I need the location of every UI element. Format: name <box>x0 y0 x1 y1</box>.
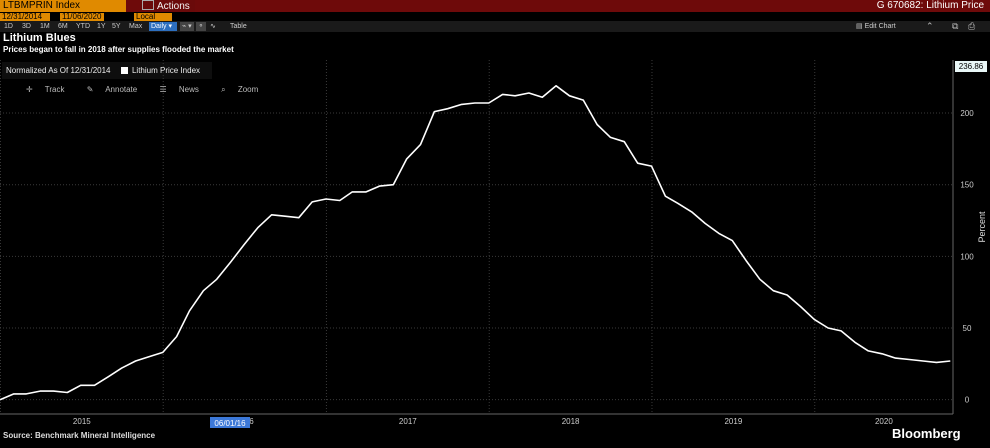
y-axis-label: Percent <box>977 211 987 243</box>
news-icon: ☰ <box>159 85 167 94</box>
news-label: News <box>178 85 199 94</box>
bloomberg-logo: Bloomberg <box>892 426 961 441</box>
source-note: Source: Benchmark Mineral Intelligence <box>3 431 156 440</box>
actions-label: Actions <box>157 1 190 12</box>
range-5y[interactable]: 5Y <box>112 23 121 30</box>
crosshair-icon: ✛ <box>26 85 33 94</box>
collapse-icon[interactable]: ⌃ <box>926 21 934 31</box>
track-label: Track <box>44 85 65 94</box>
copy-icon[interactable]: ⧉ <box>952 21 959 31</box>
print-icon[interactable]: ⎙ <box>968 21 976 31</box>
x-tick-label: 2015 <box>73 417 91 426</box>
range-1m[interactable]: 1M <box>40 23 50 30</box>
series-label[interactable]: Lithium Price Index <box>131 66 201 75</box>
top-bar: LTBMPRIN Index Actions G 670682: Lithium… <box>0 0 990 12</box>
edit-chart-button[interactable]: ▤ Edit Chart <box>856 23 896 30</box>
ticker-field[interactable]: LTBMPRIN Index <box>0 0 126 12</box>
y-tick-label: 100 <box>960 252 974 261</box>
table-button[interactable]: Table <box>230 23 247 30</box>
frequency-select[interactable]: Daily ▾ <box>149 22 177 31</box>
pencil-icon: ✎ <box>86 85 94 94</box>
y-tick-label: 150 <box>960 181 974 190</box>
series-swatch[interactable] <box>120 67 128 74</box>
window-title: G 670682: Lithium Price <box>876 0 984 11</box>
settings-button[interactable]: ⚬ <box>196 22 206 31</box>
actions-menu[interactable]: Actions <box>140 0 195 12</box>
chart-toolbar: 1D 3D 1M 6M YTD 1Y 5Y Max Daily ▾ ⌁ ▾ ⚬ … <box>0 21 990 32</box>
end-date-field[interactable]: 11/06/2020 <box>60 13 104 21</box>
magnifier-icon: ⌕ <box>221 85 226 94</box>
range-max[interactable]: Max <box>129 23 143 30</box>
tools-icon[interactable]: ∿ <box>210 23 216 30</box>
x-tick-label: 2020 <box>875 417 893 426</box>
crosshair-date-box <box>210 417 250 428</box>
actions-icon <box>142 0 154 10</box>
frequency-label: Daily <box>151 23 167 30</box>
edit-chart-label: Edit Chart <box>864 23 896 30</box>
last-value-label: 236.86 <box>955 61 987 72</box>
chart-legend: Normalized As Of 12/31/2014 Lithium Pric… <box>2 62 212 79</box>
chart-title: Lithium Blues <box>3 32 76 44</box>
annotate-label: Annotate <box>105 85 138 94</box>
x-axis-ticks: 201520162017201820192020 <box>73 417 893 426</box>
x-tick-label: 2017 <box>399 417 417 426</box>
zoom-tool[interactable]: ⌕ Zoom <box>221 85 268 94</box>
annotate-tool[interactable]: ✎ Annotate <box>87 85 148 94</box>
crosshair-date: 06/01/16 <box>214 419 246 428</box>
chart-subtitle: Prices began to fall in 2018 after suppl… <box>3 45 234 54</box>
zoom-label: Zoom <box>237 85 259 94</box>
normalized-label: Normalized As Of 12/31/2014 <box>6 66 111 75</box>
x-tick-label: 2019 <box>724 417 742 426</box>
track-tool[interactable]: ✛ Track <box>26 85 74 94</box>
range-6m[interactable]: 6M <box>58 23 68 30</box>
range-ytd[interactable]: YTD <box>76 23 90 30</box>
start-date-field[interactable]: 12/31/2014 <box>0 13 50 21</box>
range-1d[interactable]: 1D <box>4 23 13 30</box>
chart-grid <box>0 60 953 414</box>
y-tick-label: 50 <box>963 324 972 333</box>
y-tick-label: 0 <box>965 396 970 405</box>
range-3d[interactable]: 3D <box>22 23 31 30</box>
x-tick-label: 2018 <box>562 417 580 426</box>
range-1y[interactable]: 1Y <box>97 23 106 30</box>
y-axis-ticks: 0 50 100 150 200 <box>960 109 974 405</box>
chart-type-button[interactable]: ⌁ ▾ <box>180 22 194 31</box>
news-tool[interactable]: ☰ News <box>159 85 208 94</box>
chart-tools: ✛ Track ✎ Annotate ☰ News ⌕ Zoom <box>26 85 278 95</box>
series-line-lithium <box>0 85 951 401</box>
y-tick-label: 200 <box>960 109 974 118</box>
